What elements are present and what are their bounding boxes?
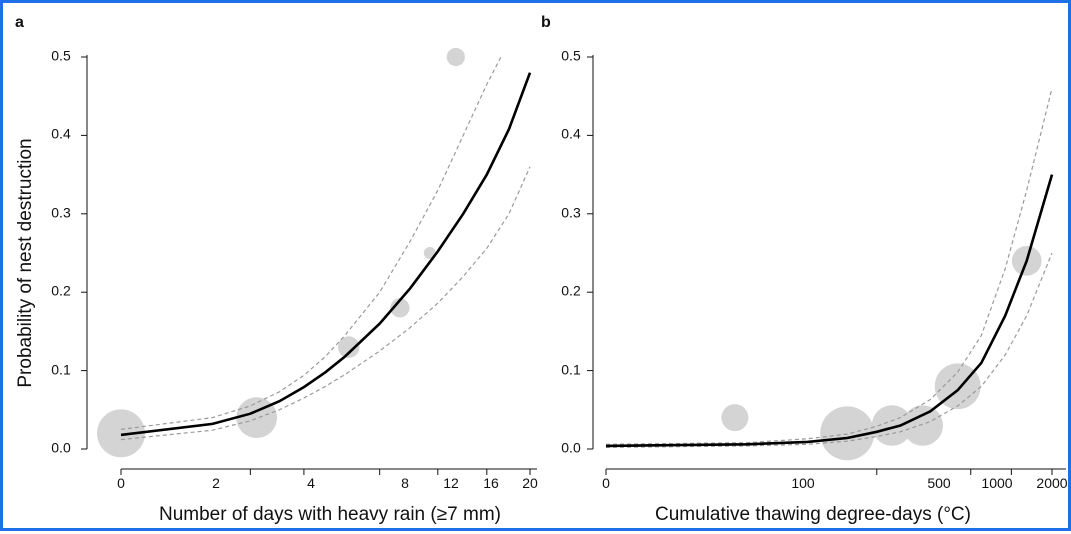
panel-b-letter: b xyxy=(541,14,551,31)
panel-a-data-point xyxy=(446,47,465,67)
panel-a-points xyxy=(97,47,465,458)
panel-a-lines xyxy=(120,55,532,441)
panel-a-y-axis-title: Probability of nest destruction xyxy=(15,138,36,387)
panel-b-ci-lower-line xyxy=(605,252,1053,448)
panel-a-x-tick-label: 4 xyxy=(307,475,315,491)
panel-b-y-tick-label: 0.3 xyxy=(561,205,581,221)
panel-b-marks xyxy=(587,56,1054,475)
panel-a-x-tick-label: 12 xyxy=(443,475,459,491)
panel-b-y-tick-label: 0.2 xyxy=(561,283,581,299)
panel-b-x-tick-label: 0 xyxy=(602,475,610,491)
panel-a-data-point xyxy=(337,336,360,358)
panel-b-data-point xyxy=(721,404,749,432)
panel-a-x-tick-label: 16 xyxy=(483,475,499,491)
panel-b-x-axis-title: Cumulative thawing degree-days (°C) xyxy=(655,504,971,525)
panel-b-data-point xyxy=(820,406,875,461)
panel-b-y-tick-label: 0.1 xyxy=(561,362,581,378)
panel-b: b Cumulative thawing degree-days (°C) 0.… xyxy=(541,14,1068,525)
figure-svg: a Probability of nest destruction Number… xyxy=(15,14,1068,525)
panel-b-fit-line xyxy=(605,174,1054,448)
panel-a-ci-lower-line xyxy=(120,166,531,441)
panel-b-data-point xyxy=(902,405,943,446)
panel-a: a Probability of nest destruction Number… xyxy=(15,14,538,525)
panel-b-x-tick-label: 500 xyxy=(927,475,951,491)
panel-a-y-tick-label: 0.5 xyxy=(51,48,71,64)
panel-a-x-axis-title: Number of days with heavy rain (≥7 mm) xyxy=(159,504,501,525)
panel-a-letter: a xyxy=(15,14,24,31)
panel-b-x-tick-label: 1000 xyxy=(981,475,1012,491)
panel-a-x-ticks xyxy=(120,469,531,475)
panel-b-y-tick-label: 0.5 xyxy=(561,48,581,64)
panel-b-x-tick-label: 2000 xyxy=(1036,475,1067,491)
panel-a-x-tick-label: 0 xyxy=(117,475,125,491)
panel-a-x-axis: 0 2 4 8 12 16 20 xyxy=(117,468,538,491)
panel-a-x-tick-label: 2 xyxy=(212,475,220,491)
panel-b-x-tick-label: 100 xyxy=(791,475,815,491)
panel-a-data-point xyxy=(390,298,410,318)
panel-a-y-tick-label: 0.3 xyxy=(51,205,71,221)
panel-a-y-ticks xyxy=(81,56,87,450)
panel-b-y-tick-label: 0.4 xyxy=(561,126,581,142)
panel-a-data-point xyxy=(236,397,278,439)
panel-b-points xyxy=(721,245,1042,461)
panel-b-x-ticks xyxy=(605,469,1053,475)
panel-b-y-tick-label: 0.0 xyxy=(561,440,581,456)
panel-a-y-tick-label: 0.2 xyxy=(51,283,71,299)
panel-b-lines xyxy=(605,88,1054,448)
panel-a-y-tick-label: 0.1 xyxy=(51,362,71,378)
panel-a-y-tick-label: 0.4 xyxy=(51,126,71,142)
panel-a-data-point xyxy=(97,409,145,458)
panel-a-y-axis: 0.0 0.1 0.2 0.3 0.4 0.5 xyxy=(51,48,88,456)
panel-a-y-tick-label: 0.0 xyxy=(51,440,71,456)
panel-b-y-axis: 0.0 0.1 0.2 0.3 0.4 0.5 xyxy=(561,48,594,456)
panel-b-y-ticks xyxy=(587,56,593,450)
panel-b-ci-upper-line xyxy=(605,88,1053,445)
panel-b-x-axis: 0 100 500 1000 2000 xyxy=(602,468,1068,491)
panel-a-x-tick-label: 8 xyxy=(401,475,409,491)
panel-a-x-tick-label: 20 xyxy=(522,475,538,491)
panel-a-fit-line xyxy=(120,72,532,437)
panel-a-marks xyxy=(81,47,532,475)
